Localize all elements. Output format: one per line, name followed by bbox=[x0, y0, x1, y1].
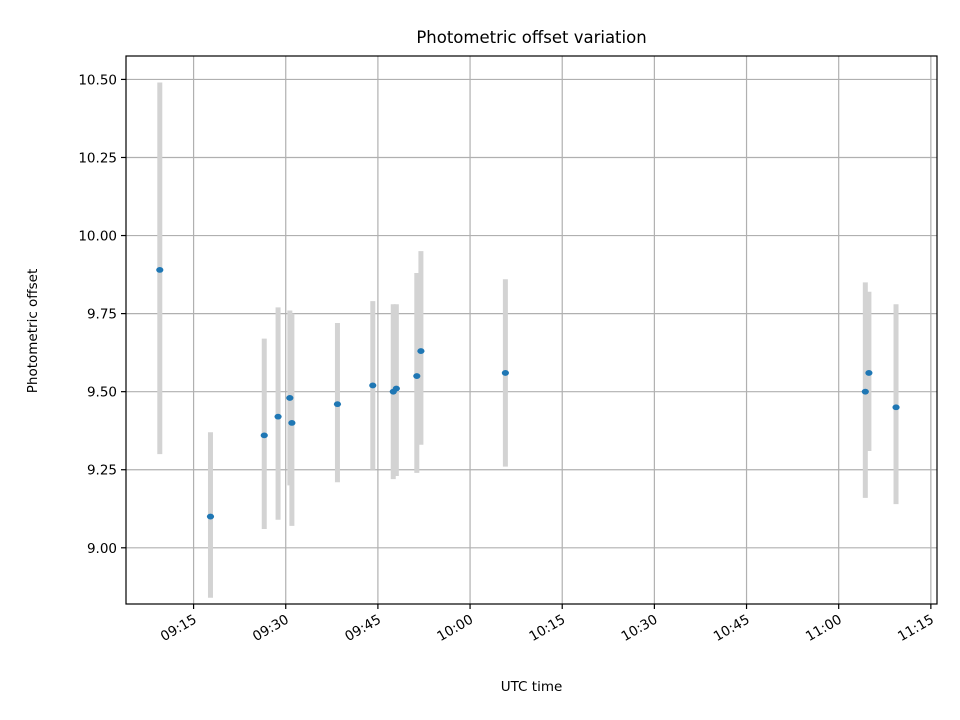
x-axis-label: UTC time bbox=[501, 679, 563, 695]
y-tick-label: 9.50 bbox=[87, 385, 117, 401]
data-point bbox=[206, 513, 215, 520]
y-tick-label: 10.00 bbox=[78, 229, 117, 245]
x-tick-label: 09:45 bbox=[342, 612, 384, 645]
plot-background bbox=[126, 56, 937, 604]
grid bbox=[126, 56, 937, 604]
data-points bbox=[156, 266, 900, 520]
plot-frame bbox=[125, 55, 938, 605]
x-tick-label: 09:30 bbox=[250, 612, 292, 645]
y-axis-ticks: 9.00 9.25 9.50 9.75 10.00 10.25 10.50 bbox=[78, 72, 126, 557]
data-point bbox=[286, 395, 294, 401]
y-tick-label: 10.50 bbox=[78, 72, 117, 88]
data-point bbox=[288, 419, 296, 426]
chart-title: Photometric offset variation bbox=[416, 28, 646, 47]
data-point bbox=[260, 432, 268, 439]
x-tick-label: 10:30 bbox=[619, 612, 661, 645]
data-point bbox=[274, 413, 282, 420]
x-tick-label: 11:00 bbox=[803, 612, 845, 645]
y-tick-label: 9.00 bbox=[87, 541, 117, 557]
x-axis-ticks: 09:15 09:30 09:45 10:00 10:15 10:30 10:45 11:00… bbox=[158, 604, 937, 645]
data-point bbox=[865, 370, 873, 376]
data-point bbox=[392, 385, 400, 392]
x-tick-label: 10:00 bbox=[434, 612, 476, 645]
data-point bbox=[369, 382, 377, 389]
y-tick-label: 9.75 bbox=[87, 307, 117, 323]
data-point bbox=[861, 388, 869, 395]
x-tick-label: 10:45 bbox=[711, 612, 753, 645]
y-tick-label: 9.25 bbox=[87, 463, 117, 479]
y-axis-label: Photometric offset bbox=[25, 269, 41, 393]
data-point bbox=[417, 348, 425, 354]
data-point bbox=[156, 266, 164, 273]
x-tick-label: 11:15 bbox=[895, 612, 937, 645]
data-point bbox=[413, 373, 421, 379]
data-point bbox=[333, 401, 342, 408]
data-point bbox=[501, 370, 509, 376]
x-tick-label: 09:15 bbox=[158, 612, 200, 645]
data-point bbox=[892, 404, 900, 411]
x-tick-label: 10:15 bbox=[527, 612, 569, 645]
y-tick-label: 10.25 bbox=[78, 150, 117, 166]
